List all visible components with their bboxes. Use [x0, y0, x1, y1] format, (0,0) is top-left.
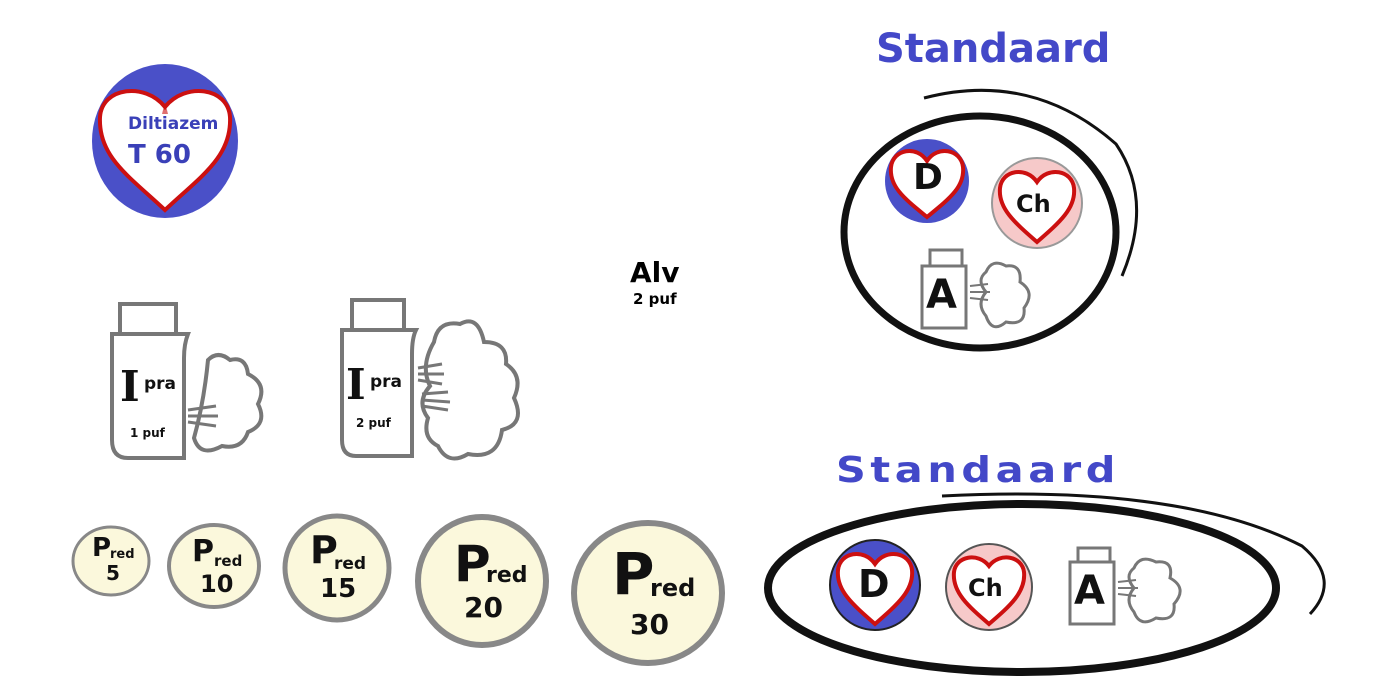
inhaler-icon	[1068, 546, 1182, 626]
a-label: A	[926, 272, 957, 318]
standaard-title-top: Standaard	[876, 26, 1111, 72]
pred-pill-30: P red 30	[570, 520, 726, 670]
ipra-2-label: pra	[370, 372, 403, 392]
inhaler-icon	[920, 248, 1031, 330]
ch-heart-badge: Ch	[990, 156, 1084, 254]
pred-sub: red	[214, 552, 243, 570]
pred-sub: red	[650, 574, 696, 602]
diltiazem-dose: T 60	[128, 140, 191, 170]
pred-dose: 10	[200, 570, 234, 598]
pred-letter: P	[310, 528, 338, 572]
standaard-title-bottom: Standaard	[836, 450, 1120, 491]
pred-pill-10: P red 10	[166, 522, 262, 614]
d-label: D	[858, 562, 890, 606]
pred-dose: 30	[630, 608, 669, 641]
d-heart-badge: D	[883, 137, 971, 229]
alv-dose: 2 puf	[633, 290, 677, 308]
ipra-1-letter: I	[120, 362, 140, 411]
ch-label: Ch	[1016, 190, 1051, 218]
pred-dose: 20	[464, 591, 503, 624]
inhaler-icon	[340, 298, 520, 461]
pred-sub: red	[334, 554, 367, 574]
ipra-inhaler-2-puf: I pra 2 puf	[338, 298, 538, 482]
diltiazem-name: Diltiazem	[128, 114, 219, 134]
ch-label: Ch	[968, 574, 1003, 602]
pred-letter: P	[192, 534, 214, 569]
pred-letter: P	[612, 540, 655, 608]
pred-dose: 5	[106, 561, 120, 585]
pred-letter: P	[92, 533, 112, 563]
inhaler-icon	[110, 302, 264, 460]
ipra-2-letter: I	[346, 360, 366, 409]
ipra-1-label: pra	[144, 374, 177, 394]
pred-dose: 15	[320, 574, 357, 604]
a-inhaler: A	[1068, 546, 1194, 632]
a-label: A	[1074, 568, 1105, 614]
pred-pill-20: P red 20	[414, 513, 550, 653]
pred-pill-15: P red 15	[282, 512, 392, 628]
ipra-inhaler-1-puf: I pra 1 puf	[108, 298, 278, 482]
alv-label: Alv	[630, 256, 680, 289]
d-label: D	[913, 157, 943, 198]
ipra-1-dose: 1 puf	[130, 426, 165, 440]
d-heart-badge: D	[828, 538, 922, 636]
ipra-2-dose: 2 puf	[356, 416, 391, 430]
pred-letter: P	[454, 535, 491, 593]
pred-sub: red	[110, 547, 135, 562]
a-inhaler: A	[920, 248, 1040, 336]
diltiazem-badge: Diltiazem T 60	[90, 62, 240, 226]
standaard-oval-group: D Ch A	[762, 490, 1362, 684]
pred-sub: red	[486, 563, 528, 588]
pred-pill-5: P red 5	[70, 525, 152, 601]
standaard-round-group: D Ch A	[832, 80, 1152, 364]
ch-heart-badge: Ch	[944, 542, 1034, 636]
